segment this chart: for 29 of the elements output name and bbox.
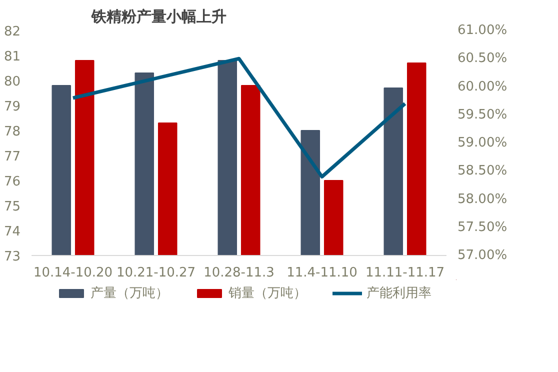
x-tick-label: 11.4-11.10 [286,266,358,280]
y2-tick-label: 58.50% [458,164,508,179]
y-tick-label: 79 [4,100,21,114]
y2-tick-label: 61.00% [458,23,508,38]
y-tick-label: 78 [4,124,21,140]
legend-label: 销量（万吨） [228,285,306,302]
y2-tick-label: 58.00% [458,192,508,207]
x-tick-label: 10.14-10.20 [33,266,113,280]
x-tick-label: 10.21-10.27 [116,266,196,280]
y-tick-label: 73 [4,250,21,264]
y-tick-label: 77 [4,150,21,164]
line-series [71,56,407,178]
y-tick-label: 75 [4,200,21,214]
y-tick-label: 76 [4,174,21,190]
y-tick-label: 82 [4,24,21,40]
y2-tick-label: 57.50% [458,220,508,235]
y2-tick-label: 60.00% [458,79,508,94]
legend-label: 产能利用率 [366,285,432,302]
y-tick-label: 80 [4,74,21,90]
legend-label: 产量（万吨） [90,285,168,302]
x-tick-label: 11.11-11.17 [365,266,445,280]
y2-tick-label: 59.50% [458,107,508,122]
y2-tick-label: 59.00% [458,136,508,150]
y-tick-label: 74 [4,224,21,240]
y2-tick-label: 60.50% [458,51,508,66]
y-tick-label: 81 [4,50,21,64]
y2-tick-label: 57.00% [458,248,508,263]
x-tick-label: 10.28-11.3 [204,266,274,280]
chart-title: 铁精粉产量小幅上升 [90,8,226,26]
